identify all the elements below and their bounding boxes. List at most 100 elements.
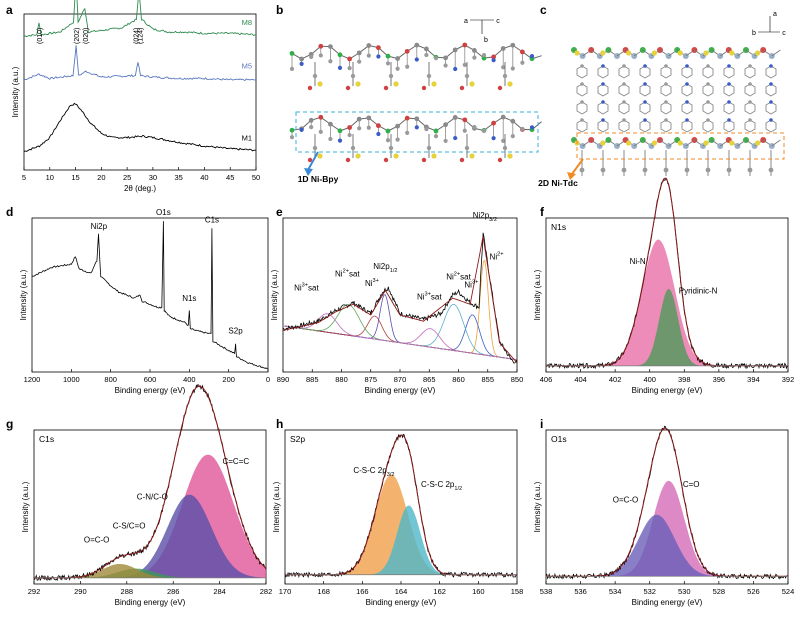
atom: [459, 157, 465, 163]
raw-spectrum-line: [282, 232, 518, 364]
atom: [726, 167, 732, 173]
atom: [414, 42, 420, 48]
x-tick-label: 50: [252, 173, 260, 182]
panel-a-xrd-chart: a 5 10 15 20 25 30 35 40 45 50 2θ (deg.) Intensity (…: [6, 0, 260, 193]
atom: [510, 42, 516, 48]
x-tick-label: 288: [121, 587, 134, 596]
atom: [421, 157, 427, 163]
atom-sulfur: [317, 81, 323, 87]
atom: [706, 64, 710, 68]
x-tick-label: 396: [713, 375, 726, 384]
x-tick-label: 530: [678, 587, 691, 596]
atom: [464, 73, 470, 79]
ni-tdc-highlight-box: [576, 132, 785, 160]
x-tick-label: 10: [46, 173, 54, 182]
atom: [510, 66, 515, 71]
atom: [664, 82, 668, 86]
x-axis-label: Binding energy (eV): [632, 386, 703, 395]
x-tick-label: 35: [174, 173, 182, 182]
panel-f-n1s-xps-chart: f 406 404 402 400 398 396 394 392 Binding energy …: [533, 177, 794, 395]
atom: [727, 118, 731, 122]
axis-label-a: a: [773, 11, 777, 18]
atom-sulfur: [651, 140, 658, 146]
ring: [576, 101, 588, 115]
component-peak: [282, 304, 518, 361]
atom: [357, 59, 362, 64]
atom: [459, 85, 465, 91]
atom: [462, 42, 468, 48]
atom: [769, 82, 773, 86]
atom: [356, 50, 362, 56]
structure-caption: 1D Ni-Bpy: [298, 174, 339, 184]
plot-frame: [33, 429, 267, 585]
atom: [491, 136, 496, 141]
atom-sulfur: [469, 153, 475, 159]
atom: [520, 60, 525, 65]
atom: [452, 115, 458, 120]
peak-label: Ni2+sat: [335, 269, 360, 279]
atom: [685, 64, 689, 68]
axis-label-c: c: [496, 18, 500, 25]
component-label: C=C=C: [222, 457, 249, 466]
atom: [347, 132, 352, 138]
atom: [706, 82, 710, 86]
panel-b-ni-bpy-structure: b a c b 1D Ni-Bpy: [276, 3, 542, 184]
atom: [748, 64, 752, 68]
x-tick-label: 398: [678, 375, 691, 384]
atom: [643, 100, 647, 104]
x-tick-label: 536: [574, 587, 587, 596]
atom: [289, 50, 295, 56]
atom: [366, 115, 372, 121]
ring: [576, 83, 588, 97]
component-area: [34, 454, 266, 578]
atom: [395, 137, 400, 142]
atom: [580, 64, 584, 68]
y-axis-label: Intensity (a.u.): [19, 269, 28, 320]
ring: [639, 101, 651, 115]
x-tick-label: 286: [167, 587, 180, 596]
atom: [424, 46, 429, 52]
component-label: O=C-O: [613, 495, 639, 504]
panel-letter-a: a: [6, 3, 13, 17]
peak-label: Ni3+sat: [294, 282, 319, 292]
x-tick-label: 400: [643, 375, 656, 384]
atom: [395, 123, 400, 129]
panel-h-s2p-xps-chart: h 170 168 166 164 162 160 158 Binding energy (eV…: [272, 417, 523, 607]
atom: [404, 48, 410, 54]
peak-label: Ni3+sat: [417, 292, 442, 302]
atom-sulfur: [600, 140, 606, 146]
atom: [443, 138, 448, 144]
panel-c-ni-tdc-structure: c a b c 2D Ni-Tdc: [538, 3, 786, 188]
atom: [337, 65, 343, 70]
x-tick-label: 162: [433, 587, 446, 596]
y-axis-label: Intensity (a.u.): [270, 269, 279, 320]
atom: [601, 64, 605, 68]
ring: [597, 65, 609, 79]
atom: [289, 66, 295, 71]
atom-sulfur: [729, 50, 735, 56]
atom: [337, 138, 343, 143]
x-tick-label: 534: [609, 587, 622, 596]
ring: [597, 101, 609, 115]
atom: [520, 126, 525, 132]
x-tick-label: 524: [782, 587, 795, 596]
ring: [639, 65, 651, 79]
atom: [706, 118, 710, 122]
x-tick-label: 284: [213, 587, 226, 596]
component-area: [285, 505, 517, 575]
x-tick-label: 600: [144, 375, 157, 384]
atom: [452, 47, 458, 53]
x-tick-label: 168: [317, 587, 330, 596]
atom-sulfur: [626, 140, 632, 146]
atom: [462, 117, 468, 123]
atom: [357, 126, 362, 131]
panel-letter-f: f: [540, 205, 545, 219]
axis-label-b: b: [752, 30, 756, 37]
x-tick-label: 532: [643, 587, 656, 596]
atom: [601, 100, 605, 104]
ring: [765, 83, 777, 97]
peak-label: Ni2p3/2: [473, 211, 497, 223]
series-line-m1: [23, 102, 256, 153]
atom: [769, 64, 773, 68]
panel-title: N1s: [551, 222, 566, 232]
